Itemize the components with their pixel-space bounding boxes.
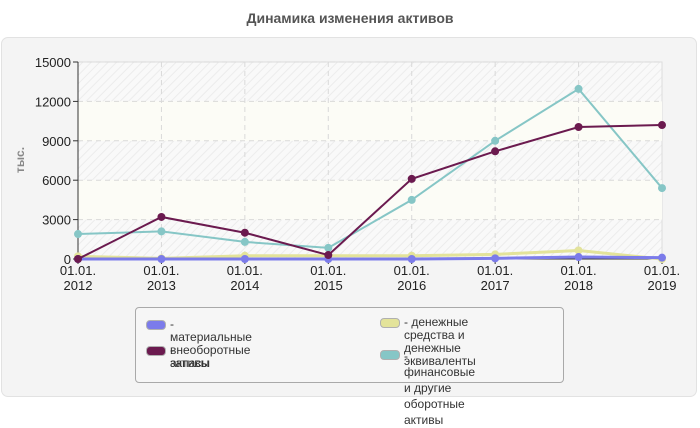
- chart-title: Динамика изменения активов: [246, 10, 454, 26]
- svg-text:3000: 3000: [42, 213, 71, 228]
- svg-text:2012: 2012: [64, 278, 93, 293]
- svg-text:2013: 2013: [147, 278, 176, 293]
- legend: - материальные внеоборотные активы - зап…: [135, 307, 564, 427]
- legend-label: - материальные внеоборотные активы: [170, 317, 252, 370]
- svg-text:2019: 2019: [648, 278, 677, 293]
- legend-swatch-icon: [146, 320, 166, 330]
- svg-text:12000: 12000: [35, 94, 71, 109]
- svg-text:01.01.: 01.01.: [477, 263, 513, 278]
- svg-text:6000: 6000: [42, 173, 71, 188]
- svg-text:2014: 2014: [230, 278, 259, 293]
- svg-text:15000: 15000: [35, 55, 71, 70]
- line-chart: 0300060009000120001500001.01.201201.01.2…: [13, 55, 680, 293]
- svg-text:01.01.: 01.01.: [394, 263, 430, 278]
- svg-text:01.01.: 01.01.: [227, 263, 263, 278]
- legend-swatch-icon: [380, 350, 400, 360]
- svg-text:2016: 2016: [397, 278, 426, 293]
- svg-text:01.01.: 01.01.: [310, 263, 346, 278]
- svg-text:01.01.: 01.01.: [644, 263, 680, 278]
- svg-text:01.01.: 01.01.: [560, 263, 596, 278]
- data-series: [74, 84, 666, 263]
- svg-text:2018: 2018: [564, 278, 593, 293]
- svg-text:0: 0: [64, 252, 71, 267]
- legend-swatch-icon: [146, 346, 166, 356]
- legend-label: - запасы: [170, 343, 210, 370]
- plot-area: [77, 61, 663, 260]
- svg-text:2015: 2015: [314, 278, 343, 293]
- svg-text:2017: 2017: [481, 278, 510, 293]
- svg-text:01.01.: 01.01.: [60, 263, 96, 278]
- grid-lines: [78, 61, 662, 259]
- legend-swatch-icon: [380, 318, 400, 328]
- legend-label: - финансовые и другие оборотные активы: [404, 349, 475, 427]
- y-axis-label: тыс.: [13, 147, 27, 173]
- svg-text:9000: 9000: [42, 134, 71, 149]
- legend-label: - денежные средства и денежные эквивален…: [404, 315, 476, 368]
- svg-text:01.01.: 01.01.: [143, 263, 179, 278]
